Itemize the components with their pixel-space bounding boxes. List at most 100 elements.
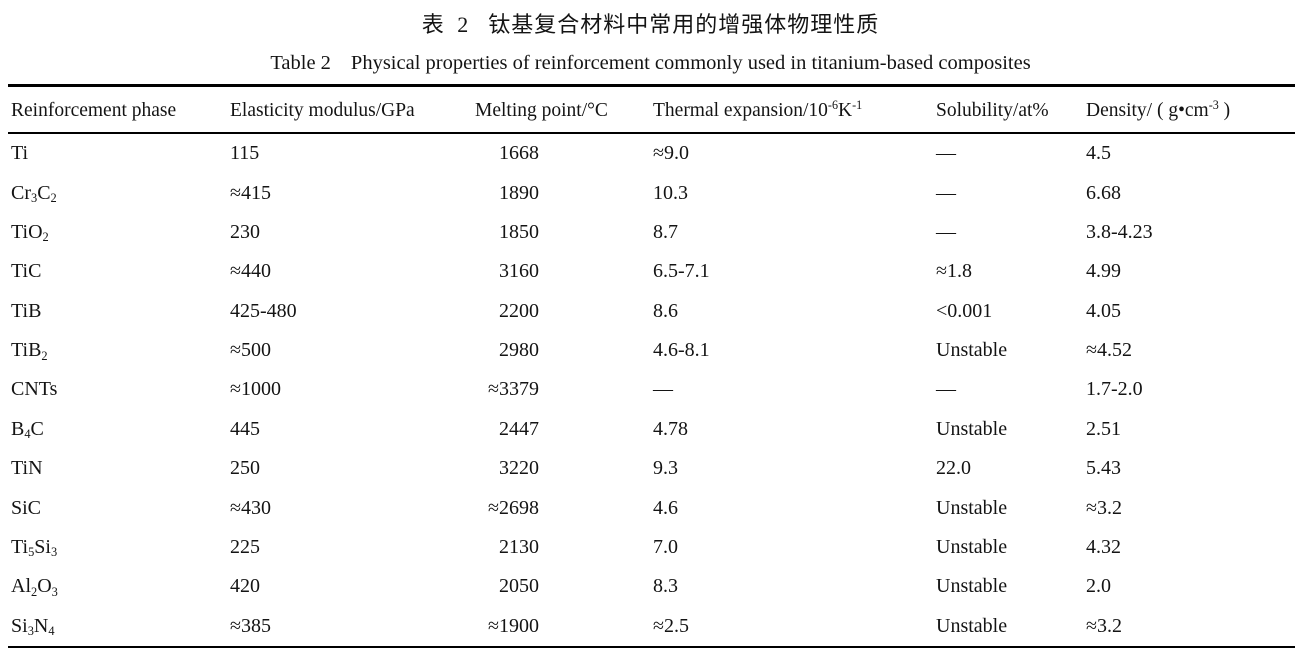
cell-density: ≈4.52 xyxy=(1086,339,1132,362)
cell-solubility: — xyxy=(936,142,956,165)
cell-melting: 2050 xyxy=(499,575,539,598)
cell-expansion: 4.6 xyxy=(653,496,678,519)
cell-density: 4.5 xyxy=(1086,142,1111,165)
cell-phase: TiC xyxy=(11,260,42,283)
cell-density: 4.05 xyxy=(1086,299,1121,322)
cell-expansion: 4.78 xyxy=(653,417,688,440)
table-caption-en-text: Physical properties of reinforcement com… xyxy=(350,52,1031,74)
cell-expansion: ≈2.5 xyxy=(653,614,689,637)
table-caption-zh-label: 表 2 xyxy=(421,12,473,37)
cell-elasticity: ≈415 xyxy=(230,181,271,204)
table-row: TiB2 ≈500 2980 4.6-8.1 Unstable ≈4.52 xyxy=(8,331,1295,370)
cell-density: 6.68 xyxy=(1086,181,1121,204)
column-header-elasticity: Elasticity modulus/GPa xyxy=(230,99,415,121)
cell-melting: 1850 xyxy=(499,220,539,243)
cell-expansion: 6.5-7.1 xyxy=(653,260,710,283)
cell-phase: Si3N4 xyxy=(11,614,55,639)
cell-solubility: Unstable xyxy=(936,496,1008,519)
table-caption-en-label: Table 2 xyxy=(270,52,331,74)
cell-expansion: 8.7 xyxy=(653,220,678,243)
column-header-solubility: Solubility/at% xyxy=(936,99,1049,121)
cell-expansion: 10.3 xyxy=(653,181,688,204)
cell-melting: ≈3379 xyxy=(488,378,539,401)
cell-solubility: Unstable xyxy=(936,614,1008,637)
cell-elasticity: ≈500 xyxy=(230,339,271,362)
cell-elasticity: ≈385 xyxy=(230,614,271,637)
cell-melting: 2447 xyxy=(499,417,539,440)
column-header-density: Density/ ( g•cm-3 ) xyxy=(1086,97,1231,121)
cell-phase: CNTs xyxy=(11,378,58,401)
cell-expansion: 8.6 xyxy=(653,299,678,322)
cell-phase: TiB xyxy=(11,299,42,322)
cell-melting: ≈2698 xyxy=(488,496,539,519)
cell-density: ≈3.2 xyxy=(1086,496,1122,519)
table-row: B4C 445 2447 4.78 Unstable 2.51 xyxy=(8,410,1295,449)
table-row: SiC ≈430 ≈2698 4.6 Unstable ≈3.2 xyxy=(8,488,1295,527)
cell-phase: TiB2 xyxy=(11,339,48,363)
cell-elasticity: 115 xyxy=(230,142,260,165)
cell-solubility: <0.001 xyxy=(936,299,993,322)
cell-elasticity: ≈1000 xyxy=(230,378,281,401)
table-row: CNTs ≈1000 ≈3379 — — 1.7-2.0 xyxy=(8,370,1295,409)
cell-density: 1.7-2.0 xyxy=(1086,378,1143,401)
cell-melting: 2980 xyxy=(499,339,539,362)
cell-phase: Ti xyxy=(11,142,29,165)
cell-elasticity: ≈440 xyxy=(230,260,271,283)
cell-expansion: ≈9.0 xyxy=(653,142,689,165)
column-header-melting: Melting point/°C xyxy=(475,99,608,121)
cell-solubility: — xyxy=(936,220,956,243)
table-header-row: Reinforcement phase Elasticity modulus/GP… xyxy=(8,87,1295,134)
cell-melting: ≈1900 xyxy=(488,614,539,637)
table-row: TiN 250 3220 9.3 22.0 5.43 xyxy=(8,449,1295,488)
cell-solubility: Unstable xyxy=(936,417,1008,440)
cell-expansion: 9.3 xyxy=(653,457,678,480)
cell-solubility: 22.0 xyxy=(936,457,971,480)
table-caption-zh-text: 钛基复合材料中常用的增强体物理性质 xyxy=(488,12,880,37)
cell-solubility: ≈1.8 xyxy=(936,260,972,283)
cell-expansion: 4.6-8.1 xyxy=(653,339,710,362)
cell-elasticity: 445 xyxy=(230,417,260,440)
table-row: Ti 115 1668 ≈9.0 — 4.5 xyxy=(8,134,1295,173)
cell-phase: Ti5Si3 xyxy=(11,535,58,560)
cell-density: 2.0 xyxy=(1086,575,1111,598)
cell-expansion: — xyxy=(653,378,673,401)
cell-solubility: Unstable xyxy=(936,575,1008,598)
cell-elasticity: 425-480 xyxy=(230,299,297,322)
cell-melting: 2200 xyxy=(499,299,539,322)
cell-density: 5.43 xyxy=(1086,457,1121,480)
table-caption-en: Table 2 Physical properties of reinforcem… xyxy=(0,52,1301,75)
cell-expansion: 7.0 xyxy=(653,535,678,558)
cell-solubility: — xyxy=(936,181,956,204)
cell-elasticity: 230 xyxy=(230,220,260,243)
table-row: Al2O3 420 2050 8.3 Unstable 2.0 xyxy=(8,567,1295,606)
cell-phase: Al2O3 xyxy=(11,575,58,599)
cell-melting: 1890 xyxy=(499,181,539,204)
cell-solubility: Unstable xyxy=(936,339,1008,362)
cell-elasticity: 420 xyxy=(230,575,260,598)
properties-table: Reinforcement phase Elasticity modulus/GP… xyxy=(8,84,1295,648)
cell-solubility: — xyxy=(936,378,956,401)
table-row: Cr3C2 ≈415 1890 10.3 — 6.68 xyxy=(8,173,1295,212)
cell-phase: SiC xyxy=(11,496,42,519)
cell-elasticity: 225 xyxy=(230,535,260,558)
cell-phase: TiO2 xyxy=(11,220,49,245)
cell-density: 3.8-4.23 xyxy=(1086,220,1153,243)
cell-density: 4.99 xyxy=(1086,260,1121,283)
table-row: Ti5Si3 225 2130 7.0 Unstable 4.32 xyxy=(8,528,1295,567)
cell-expansion: 8.3 xyxy=(653,575,678,598)
table-row: TiB 425-480 2200 8.6 <0.001 4.05 xyxy=(8,292,1295,331)
cell-density: 2.51 xyxy=(1086,417,1121,440)
cell-density: 4.32 xyxy=(1086,535,1121,558)
cell-solubility: Unstable xyxy=(936,535,1008,558)
cell-elasticity: 250 xyxy=(230,457,260,480)
cell-phase: Cr3C2 xyxy=(11,181,57,206)
table-row: TiC ≈440 3160 6.5-7.1 ≈1.8 4.99 xyxy=(8,252,1295,291)
table-body: Ti 115 1668 ≈9.0 — 4.5 Cr3C2 ≈415 1890 10.3 — 6.68 T… xyxy=(8,134,1295,646)
cell-melting: 1668 xyxy=(499,142,539,165)
table-row: Si3N4 ≈385 ≈1900 ≈2.5 Unstable ≈3.2 xyxy=(8,607,1295,646)
table-caption-zh: 表 2 钛基复合材料中常用的增强体物理性质 xyxy=(0,0,1301,39)
cell-melting: 3220 xyxy=(499,457,539,480)
cell-density: ≈3.2 xyxy=(1086,614,1122,637)
table-row: TiO2 230 1850 8.7 — 3.8-4.23 xyxy=(8,213,1295,252)
